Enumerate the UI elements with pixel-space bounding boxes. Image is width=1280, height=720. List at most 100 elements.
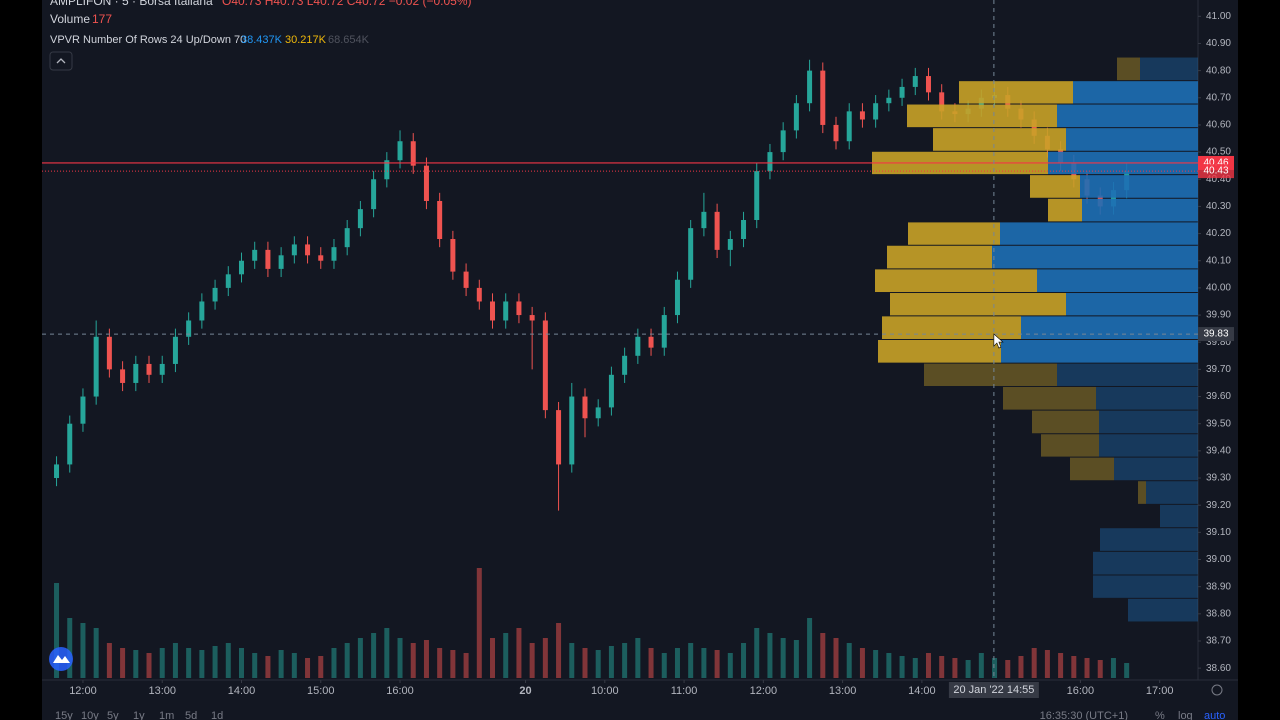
x-tick-label: 13:00 (829, 685, 857, 697)
volume-bar (648, 648, 654, 678)
range-button[interactable]: 5d (185, 710, 197, 720)
volume-bar (793, 640, 799, 678)
volume-bar (225, 643, 231, 678)
candle-body (186, 320, 192, 337)
volume-bar (437, 648, 443, 678)
candle-body (767, 152, 773, 172)
volume-bar (674, 648, 680, 678)
y-tick-label: 38.90 (1206, 581, 1231, 592)
range-button[interactable]: 5y (107, 710, 119, 720)
volume-bar (199, 650, 205, 678)
vp-up (1093, 575, 1198, 598)
vp-down (1070, 457, 1114, 481)
volume-bar (463, 653, 469, 678)
x-tick-label: 12:00 (69, 685, 97, 697)
candle-body (516, 301, 522, 316)
volume-bar (397, 638, 403, 678)
log-toggle[interactable]: log (1178, 710, 1193, 720)
volume-bar (212, 646, 218, 678)
volume-bar (106, 643, 112, 678)
candle-body (225, 274, 231, 288)
vp-up (1066, 128, 1198, 151)
candle-body (635, 336, 641, 356)
y-tick-label: 39.70 (1206, 364, 1231, 375)
vp-up (1001, 340, 1198, 363)
x-tick-label: 15:00 (307, 685, 335, 697)
bottom-toolbar (42, 705, 1238, 720)
volume-bar (1058, 653, 1064, 678)
candle-body (820, 70, 826, 125)
x-tick-label: 11:00 (671, 685, 698, 697)
y-tick-label: 40.40 (1206, 174, 1231, 185)
y-tick-label: 38.70 (1206, 636, 1231, 647)
volume-bar (1071, 656, 1077, 678)
range-button[interactable]: 15y (55, 710, 73, 720)
candle-body (701, 211, 707, 229)
range-button[interactable]: 10y (81, 710, 99, 720)
candle-body (212, 287, 218, 302)
volume-bar (278, 650, 284, 678)
candle-body (622, 355, 628, 375)
vp-up (1160, 504, 1198, 528)
vp-up (1082, 198, 1198, 222)
candle-body (899, 86, 905, 98)
vp-up (1096, 386, 1198, 410)
candle-body (886, 97, 892, 104)
candle-body (318, 255, 324, 261)
candle-body (357, 209, 363, 229)
collapse-button[interactable] (49, 51, 73, 71)
volume-bar (595, 650, 601, 678)
volume-bar (384, 628, 390, 678)
volume-bar (701, 648, 707, 678)
vp-up (1037, 269, 1198, 293)
candle-body (912, 76, 918, 87)
candle-body (569, 396, 575, 465)
volume-bar (265, 656, 271, 678)
volume-bar (727, 653, 733, 678)
y-tick-label: 39.80 (1206, 337, 1231, 348)
candle-body (595, 407, 601, 419)
vp-down (875, 269, 1037, 293)
x-tick-label: 12:00 (750, 685, 778, 697)
candle-body (410, 141, 416, 166)
vp-down (882, 316, 1021, 339)
candle-body (265, 249, 271, 269)
settings-icon[interactable] (1211, 684, 1223, 696)
percent-toggle[interactable]: % (1155, 710, 1165, 720)
candle-body (490, 301, 496, 321)
volume-bar (490, 638, 496, 678)
vp-up (1057, 363, 1198, 386)
candle-body (661, 315, 667, 348)
vp-down (959, 81, 1073, 104)
volume-bar (186, 648, 192, 678)
collapse-icon (56, 58, 66, 64)
candle-body (146, 363, 152, 375)
volume-bar (423, 640, 429, 678)
range-button[interactable]: 1m (159, 710, 174, 720)
volume-bar (252, 653, 258, 678)
candle-body (925, 76, 931, 93)
auto-toggle[interactable]: auto (1204, 710, 1225, 720)
x-tick-label: 14:00 (908, 685, 936, 697)
volume-bar (978, 653, 984, 678)
candle-body (754, 171, 760, 220)
vp-up (1080, 175, 1198, 198)
volume-bar (899, 656, 905, 678)
candle-body (846, 111, 852, 142)
vp-down (1030, 175, 1080, 198)
candle-body (529, 315, 535, 321)
volume-bar (67, 618, 73, 678)
range-button[interactable]: 1d (211, 710, 223, 720)
vp-up (1099, 410, 1198, 434)
volume-bar (1005, 660, 1011, 678)
symbol: AMPLIFON · 5 · Borsa Italiana (50, 0, 213, 8)
candle-body (727, 239, 733, 250)
volume-bar (886, 653, 892, 678)
range-button[interactable]: 1y (133, 710, 145, 720)
vp-down (924, 363, 1057, 386)
price-tag (1198, 164, 1234, 179)
y-tick-label: 39.10 (1206, 527, 1231, 538)
candle-body (384, 160, 390, 180)
vp-up (992, 245, 1198, 269)
volume-bar (939, 656, 945, 678)
